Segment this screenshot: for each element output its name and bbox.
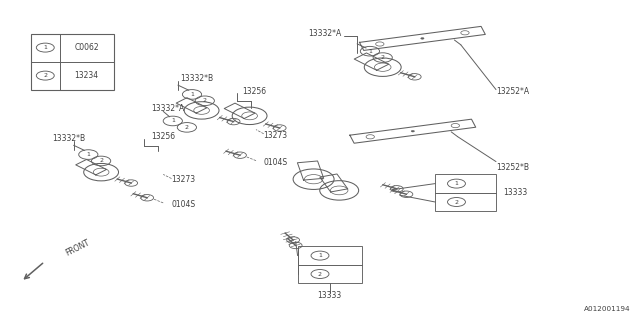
Text: 13333: 13333 [503,188,527,197]
Text: 1: 1 [44,45,47,50]
Text: 1: 1 [454,181,458,186]
Text: 2: 2 [203,98,207,103]
Text: 13256: 13256 [242,87,266,96]
Text: 13252*A: 13252*A [496,87,529,96]
Text: A012001194: A012001194 [584,306,630,312]
Bar [298,246,362,283]
Text: 13252*B: 13252*B [496,163,529,172]
Text: 1: 1 [86,152,90,157]
Text: 13332*B: 13332*B [52,134,86,143]
Circle shape [420,37,424,39]
Text: FRONT: FRONT [64,238,92,258]
Text: 13332*A: 13332*A [308,29,342,38]
Bar [31,34,114,90]
Text: 13333: 13333 [317,292,342,300]
Text: 1: 1 [318,253,322,258]
Circle shape [411,130,415,132]
Text: C0062: C0062 [74,43,99,52]
Text: 1: 1 [190,92,194,97]
Text: 2: 2 [381,55,385,60]
Text: 2: 2 [185,125,189,130]
Bar [435,174,496,211]
Text: 13234: 13234 [74,71,99,80]
Text: 13273: 13273 [172,175,196,184]
Text: 2: 2 [318,271,322,276]
Text: 13332*A: 13332*A [151,104,184,113]
Text: 2: 2 [454,199,458,204]
Text: 0104S: 0104S [172,200,196,209]
Text: 1: 1 [171,118,175,124]
Text: 2: 2 [99,158,103,164]
Text: 2: 2 [44,73,47,78]
Text: 0104S: 0104S [264,158,288,167]
Text: 13256: 13256 [151,132,175,141]
Text: 13332*B: 13332*B [180,74,214,83]
Text: 1: 1 [368,49,372,54]
Text: 13273: 13273 [264,131,288,140]
